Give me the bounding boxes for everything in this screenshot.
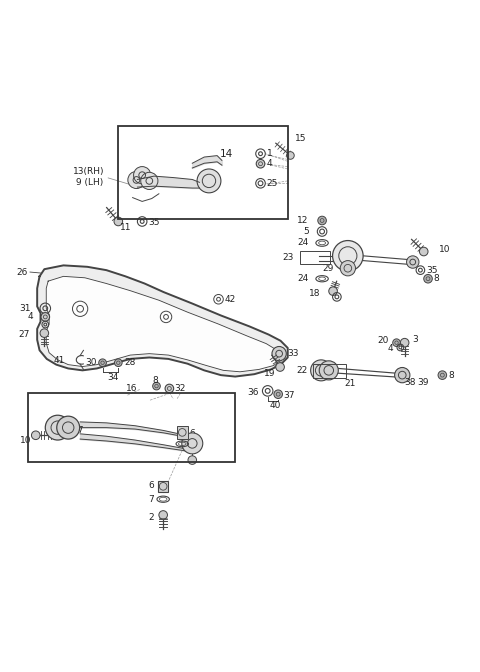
Text: 15: 15 <box>295 134 306 143</box>
Text: 35: 35 <box>426 265 438 275</box>
Circle shape <box>395 368 410 383</box>
Circle shape <box>182 433 203 454</box>
Circle shape <box>57 416 80 439</box>
Circle shape <box>133 167 151 183</box>
Circle shape <box>407 256 419 268</box>
Circle shape <box>114 217 122 226</box>
Circle shape <box>188 456 197 464</box>
Text: 37: 37 <box>283 391 295 400</box>
Text: 11: 11 <box>120 223 131 232</box>
Text: 16: 16 <box>126 384 138 393</box>
Circle shape <box>159 511 168 519</box>
Circle shape <box>329 287 337 296</box>
Polygon shape <box>46 276 281 372</box>
Text: 31: 31 <box>20 304 31 313</box>
Circle shape <box>153 382 160 390</box>
Circle shape <box>115 359 122 366</box>
Circle shape <box>272 347 286 361</box>
Circle shape <box>165 384 174 393</box>
Text: 26: 26 <box>17 267 28 277</box>
Circle shape <box>319 361 338 380</box>
Text: 38: 38 <box>404 378 416 387</box>
Text: 41: 41 <box>53 356 65 366</box>
Text: 19: 19 <box>264 369 276 378</box>
Circle shape <box>420 247 428 256</box>
Circle shape <box>45 415 70 440</box>
Circle shape <box>400 339 409 347</box>
Text: 24: 24 <box>298 274 309 283</box>
Circle shape <box>318 216 326 225</box>
Text: 22: 22 <box>297 366 308 376</box>
Text: 32: 32 <box>175 384 186 393</box>
Text: 10: 10 <box>20 437 31 446</box>
Text: 6: 6 <box>189 429 195 438</box>
Text: 10: 10 <box>439 245 450 253</box>
Text: 4: 4 <box>387 344 393 353</box>
Text: 27: 27 <box>19 330 30 339</box>
Text: 18: 18 <box>309 288 320 298</box>
Text: 30: 30 <box>85 358 97 367</box>
Text: 4: 4 <box>267 159 272 168</box>
Text: 20: 20 <box>377 336 389 345</box>
Text: 35: 35 <box>148 218 160 227</box>
Text: 7: 7 <box>189 439 195 448</box>
Text: 42: 42 <box>225 295 236 304</box>
Circle shape <box>333 241 363 271</box>
Circle shape <box>197 169 221 193</box>
Circle shape <box>32 431 40 439</box>
Text: 25: 25 <box>267 179 278 187</box>
Text: 13(RH)
 9 (LH): 13(RH) 9 (LH) <box>73 167 105 187</box>
Text: 1: 1 <box>267 149 273 158</box>
Circle shape <box>41 312 49 321</box>
Text: 34: 34 <box>108 372 119 382</box>
Circle shape <box>287 152 294 159</box>
Bar <box>177 426 188 439</box>
Circle shape <box>40 329 48 337</box>
Text: 33: 33 <box>288 349 299 358</box>
Text: 7: 7 <box>148 495 154 504</box>
Bar <box>158 481 168 492</box>
Text: 3: 3 <box>413 335 419 344</box>
Text: 23: 23 <box>282 253 293 262</box>
Text: 5: 5 <box>303 227 309 236</box>
Circle shape <box>256 159 265 168</box>
Text: 24: 24 <box>298 239 309 247</box>
Circle shape <box>141 172 158 190</box>
Circle shape <box>424 274 432 283</box>
Text: 6: 6 <box>148 481 154 491</box>
Circle shape <box>340 261 356 276</box>
Text: 39: 39 <box>418 378 429 387</box>
Text: 4: 4 <box>27 312 33 321</box>
Polygon shape <box>37 265 288 376</box>
Circle shape <box>438 371 446 380</box>
Circle shape <box>276 363 284 372</box>
Text: 12: 12 <box>297 216 309 225</box>
Text: 8: 8 <box>448 371 454 380</box>
Text: 21: 21 <box>344 379 355 388</box>
Text: 8: 8 <box>152 376 158 385</box>
Text: 8: 8 <box>434 274 440 283</box>
Text: 36: 36 <box>248 388 259 396</box>
Text: 2: 2 <box>148 513 154 522</box>
Text: 28: 28 <box>124 358 136 367</box>
Text: 14: 14 <box>220 149 233 159</box>
Circle shape <box>128 171 145 189</box>
Circle shape <box>393 339 400 347</box>
Text: 17: 17 <box>73 426 84 435</box>
Text: 29: 29 <box>322 264 334 274</box>
Circle shape <box>311 360 332 381</box>
Circle shape <box>274 390 282 398</box>
Circle shape <box>99 359 107 366</box>
Text: 40: 40 <box>270 401 281 410</box>
